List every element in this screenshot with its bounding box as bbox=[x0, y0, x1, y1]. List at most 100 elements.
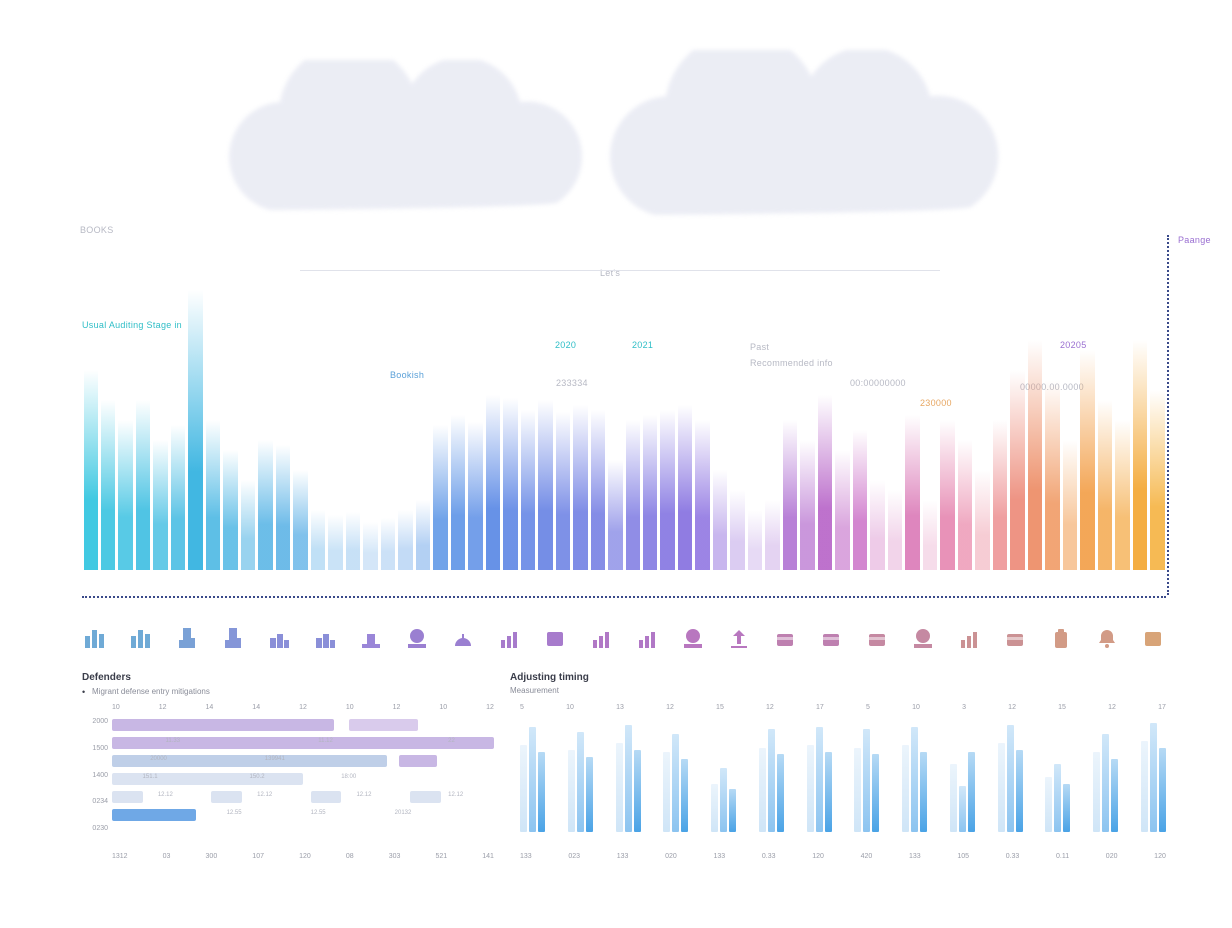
main-bar bbox=[118, 420, 132, 570]
main-bar bbox=[643, 415, 657, 570]
main-bar bbox=[695, 420, 709, 570]
gantt-cell-label: 12.55 bbox=[227, 810, 242, 816]
gantt-cell-label: 20000 bbox=[150, 756, 167, 762]
main-bar bbox=[84, 370, 98, 570]
disc-icon bbox=[404, 624, 430, 650]
main-bar bbox=[905, 415, 919, 570]
panel-icon bbox=[542, 624, 568, 650]
gantt-cell-label: 151.1 bbox=[143, 774, 158, 780]
right-panel-title: Adjusting timing bbox=[510, 672, 589, 683]
column-bar bbox=[863, 729, 870, 832]
gantt-segment bbox=[112, 809, 196, 821]
main-x-axis bbox=[82, 596, 1166, 599]
column-bar bbox=[672, 734, 679, 832]
gantt-segment bbox=[112, 719, 334, 731]
top-guide-line bbox=[300, 270, 940, 272]
main-bar bbox=[416, 500, 430, 570]
bars-icon bbox=[588, 624, 614, 650]
column-bar bbox=[998, 743, 1005, 832]
main-bar bbox=[853, 430, 867, 570]
main-bar bbox=[276, 445, 290, 570]
main-bar bbox=[521, 410, 535, 570]
column-group bbox=[759, 718, 784, 832]
gantt-cell-label: 11.12 bbox=[318, 738, 333, 744]
gantt-row: 11.3311.1222 bbox=[112, 736, 494, 750]
main-bar bbox=[800, 440, 814, 570]
main-bar bbox=[923, 500, 937, 570]
gantt-cell-label: 22 bbox=[448, 738, 455, 744]
label-0: BOOKS bbox=[80, 225, 114, 235]
main-bar bbox=[153, 440, 167, 570]
column-group bbox=[807, 718, 832, 832]
main-bar bbox=[538, 400, 552, 570]
column-bar bbox=[681, 759, 688, 832]
main-bar bbox=[1133, 340, 1147, 570]
main-bar bbox=[451, 415, 465, 570]
bars-icon bbox=[496, 624, 522, 650]
cloud-1 bbox=[580, 50, 1060, 270]
gantt-segment bbox=[349, 719, 418, 731]
column-group bbox=[1093, 718, 1118, 832]
column-bar bbox=[634, 750, 641, 832]
blocks-icon bbox=[266, 624, 292, 650]
bars-icon bbox=[634, 624, 660, 650]
gantt-grid: 11.3311.122220000139941151.1150.218:0012… bbox=[112, 718, 494, 832]
main-bar bbox=[818, 395, 832, 570]
main-bar bbox=[573, 405, 587, 570]
main-bar bbox=[870, 480, 884, 570]
main-bar bbox=[765, 500, 779, 570]
card-icon bbox=[1002, 624, 1028, 650]
main-bar bbox=[958, 440, 972, 570]
main-bar bbox=[433, 425, 447, 570]
main-bar bbox=[346, 512, 360, 570]
main-bar bbox=[975, 470, 989, 570]
gantt-segment bbox=[410, 791, 441, 803]
main-bar bbox=[1098, 400, 1112, 570]
column-bar bbox=[1054, 764, 1061, 832]
label-12: Paange bbox=[1178, 235, 1211, 245]
left-top-ticks: 101214141210121012 bbox=[112, 704, 494, 711]
main-bar bbox=[328, 515, 342, 570]
panel-icon bbox=[1140, 624, 1166, 650]
column-bar bbox=[911, 727, 918, 832]
gauge-icon bbox=[450, 624, 476, 650]
main-bar bbox=[398, 510, 412, 570]
main-bar bbox=[940, 420, 954, 570]
column-group bbox=[663, 718, 688, 832]
clip-icon bbox=[1048, 624, 1074, 650]
column-bar bbox=[1159, 748, 1166, 832]
column-bar bbox=[959, 786, 966, 832]
column-bar bbox=[759, 748, 766, 832]
card-icon bbox=[864, 624, 890, 650]
main-bar bbox=[258, 440, 272, 570]
column-bar bbox=[616, 743, 623, 832]
skyline-icon bbox=[128, 624, 154, 650]
tower-icon bbox=[220, 624, 246, 650]
main-bar bbox=[748, 510, 762, 570]
pedestal-icon bbox=[358, 624, 384, 650]
column-bar bbox=[807, 745, 814, 832]
main-bar bbox=[1028, 340, 1042, 570]
column-bar bbox=[1093, 752, 1100, 832]
gantt-row: 12.5512.5520132 bbox=[112, 808, 494, 822]
cloud-0 bbox=[210, 60, 630, 260]
column-group bbox=[854, 718, 879, 832]
column-bar bbox=[720, 768, 727, 832]
main-bar bbox=[556, 412, 570, 570]
right-column-panel: 5101312151217510312151217133023133020133… bbox=[510, 704, 1166, 860]
column-bar bbox=[586, 757, 593, 832]
gantt-row: 12.1212.1212.1212.12 bbox=[112, 790, 494, 804]
column-bar bbox=[1045, 777, 1052, 832]
main-bar bbox=[678, 405, 692, 570]
bars-icon bbox=[956, 624, 982, 650]
column-bar bbox=[520, 745, 527, 832]
column-group bbox=[568, 718, 593, 832]
bell-icon bbox=[1094, 624, 1120, 650]
column-bar bbox=[1007, 725, 1014, 832]
column-bar bbox=[950, 764, 957, 832]
left-gantt-panel: 1012141412101210122000150014000234023011… bbox=[82, 704, 494, 860]
column-bar bbox=[920, 752, 927, 832]
column-bar bbox=[1111, 759, 1118, 832]
gantt-cell-label: 20132 bbox=[395, 810, 412, 816]
main-bar bbox=[363, 522, 377, 570]
